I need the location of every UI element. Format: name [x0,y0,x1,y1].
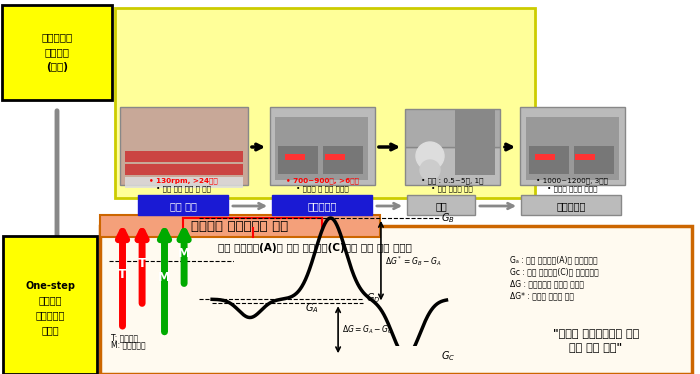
Bar [275,117,368,180]
Text: $\Delta G^*=G_B-G_A$: $\Delta G^*=G_B-G_A$ [385,254,441,268]
FancyBboxPatch shape [115,8,535,198]
Text: • 세라믹 치밀화 열처리: • 세라믹 치밀화 열처리 [547,185,597,191]
FancyBboxPatch shape [407,195,475,215]
FancyBboxPatch shape [100,215,380,237]
Circle shape [416,142,444,170]
Text: "기계적 충돌에너지에 의한
화학 반응 유도": "기계적 충돌에너지에 의한 화학 반응 유도" [553,328,639,352]
Bar [529,146,569,174]
Bar [574,146,614,174]
Text: $G_C$: $G_C$ [442,349,456,363]
Bar [270,107,375,185]
Text: 하소열처리: 하소열처리 [307,201,337,211]
Text: T: T [118,269,127,281]
Text: • 원하는 상 생성 열처리: • 원하는 상 생성 열처리 [295,185,349,191]
Text: 압전세라믹
제조공정
(일반): 압전세라믹 제조공정 (일반) [41,32,73,72]
Bar [405,109,500,147]
Text: Gₐ : 원료 혼합물질(A)의 자유에너지: Gₐ : 원료 혼합물질(A)의 자유에너지 [510,255,598,264]
Text: $G_B$: $G_B$ [442,211,455,225]
FancyBboxPatch shape [100,226,692,374]
Text: Gᴄ : 최종 반응물질(C)의 자유에너지: Gᴄ : 최종 반응물질(C)의 자유에너지 [510,267,598,276]
Text: 소결열처리: 소결열처리 [556,201,586,211]
Bar [526,117,619,180]
Bar [455,110,495,175]
Bar [325,154,345,160]
Bar [535,154,555,160]
FancyBboxPatch shape [521,195,621,215]
Bar [125,164,243,175]
Text: M: 충격에너지: M: 충격에너지 [111,340,146,349]
Bar [278,146,318,174]
Text: • 130rpm, >24시간: • 130rpm, >24시간 [148,177,218,184]
Text: One-step
고에너지
기계화학적
신공정: One-step 고에너지 기계화학적 신공정 [25,281,75,335]
Text: $G_A$: $G_A$ [305,301,319,315]
Text: ΔG : 화학반응에 필요한 구동력: ΔG : 화학반응에 필요한 구동력 [510,279,584,288]
Bar [125,177,243,188]
Text: T: 열에너지: T: 열에너지 [111,333,139,342]
Circle shape [420,160,440,180]
Text: 고에너지 기계화학적 합성: 고에너지 기계화학적 합성 [191,220,288,233]
Text: 원료 혼합물질(A)의 최종 반응물질(C)로의 화학 반응 개념도: 원료 혼합물질(A)의 최종 반응물질(C)로의 화학 반응 개념도 [218,243,412,253]
Bar [405,147,500,185]
Text: 원료 혼합: 원료 혼합 [169,201,197,211]
Text: • 성형 : 0.5~5톤, 1분: • 성형 : 0.5~5톤, 1분 [421,177,483,184]
Text: • 원료 물질 혼합 및 분쇄: • 원료 물질 혼합 및 분쇄 [155,185,211,191]
Text: • 1000~1200도, 3시간: • 1000~1200도, 3시간 [536,177,608,184]
Text: $G_D$: $G_D$ [366,292,380,306]
Text: 성형: 성형 [435,201,447,211]
Text: • 700~900도, >6시간: • 700~900도, >6시간 [286,177,358,184]
Text: • 유압 프레스 성형: • 유압 프레스 성형 [431,185,473,191]
Bar [120,107,248,185]
Bar [520,107,625,185]
Text: M: M [178,247,190,260]
Text: $\Delta G=G_A-G_C$: $\Delta G=G_A-G_C$ [342,324,393,336]
FancyBboxPatch shape [272,195,372,215]
Bar [285,154,305,160]
Text: M: M [158,271,171,284]
Bar [125,151,243,162]
Text: ΔG* : 활성화 에너지 장벽: ΔG* : 활성화 에너지 장벽 [510,291,574,300]
Text: T: T [138,257,146,270]
FancyBboxPatch shape [138,195,228,215]
Bar [323,146,363,174]
FancyBboxPatch shape [2,5,112,100]
Bar [575,154,595,160]
FancyBboxPatch shape [3,236,97,374]
